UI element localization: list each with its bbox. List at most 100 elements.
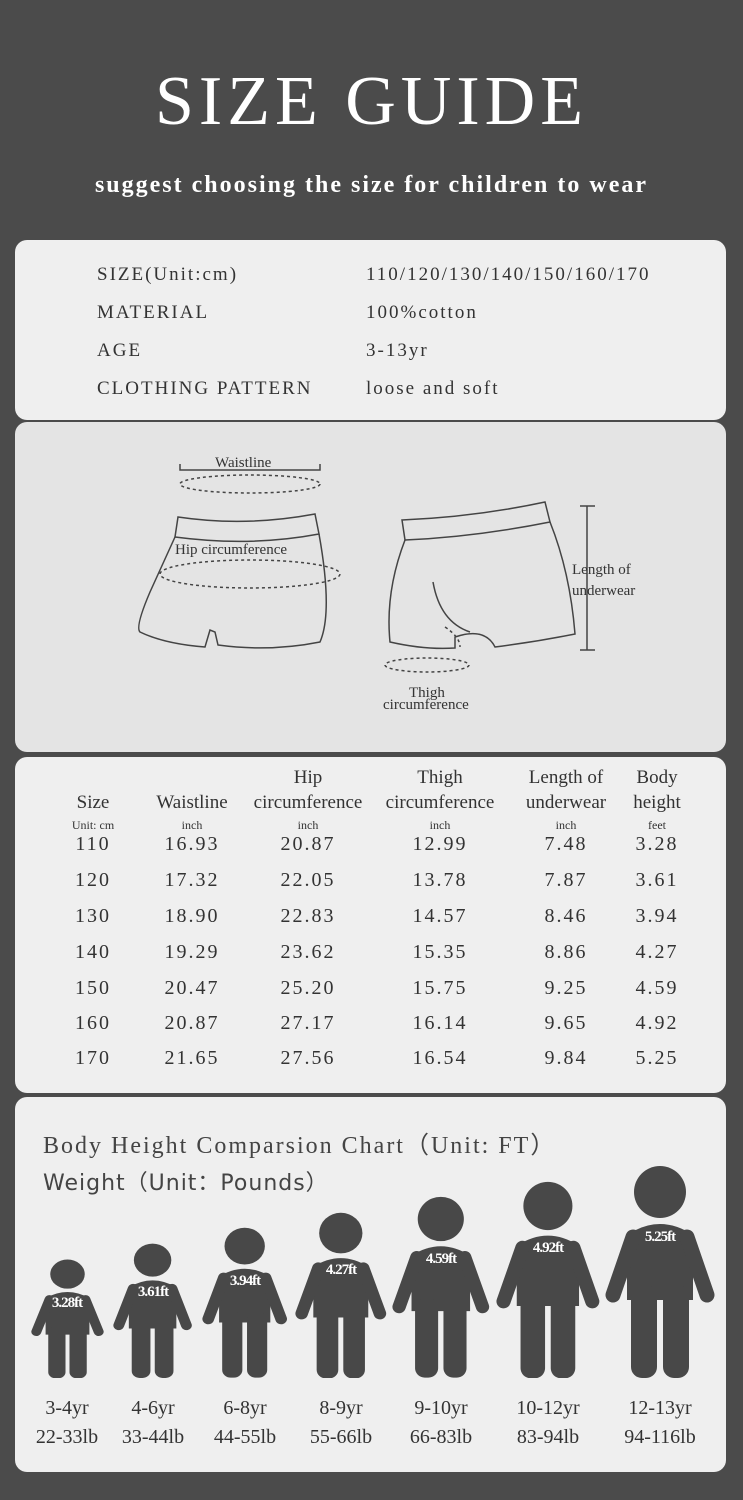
table-cell: 5.25 xyxy=(635,1047,679,1069)
header-line1: Body xyxy=(636,767,678,788)
child-figure: 4.27ft xyxy=(295,1212,387,1378)
spec-value: 110/120/130/140/150/160/170 xyxy=(366,264,651,285)
table-cell: 16.54 xyxy=(412,1047,468,1069)
height-label: 3.94ft xyxy=(229,1272,261,1289)
person-icon xyxy=(30,1259,104,1378)
shorts-diagram: Waistline Hip circumference Length of un… xyxy=(138,455,635,713)
table-cell: 22.05 xyxy=(280,869,336,891)
age-weight-label: 10-12yr 83-94lb xyxy=(516,1394,579,1452)
weight-range: 44-55lb xyxy=(213,1426,277,1448)
spec-label: MATERIAL xyxy=(97,302,210,323)
table-cell: 27.17 xyxy=(280,1012,336,1034)
age-range: 3-4yr xyxy=(45,1397,89,1419)
child-figure: 3.28ft xyxy=(30,1259,104,1378)
weight-range: 22-33lb xyxy=(35,1426,99,1448)
table-cell: 27.56 xyxy=(280,1047,336,1069)
column-header: Waistline xyxy=(156,765,227,815)
header-line2: height xyxy=(633,792,681,813)
child-figure: 4.92ft xyxy=(496,1181,600,1378)
header-line2: circumference xyxy=(253,792,363,813)
header-line2: Size xyxy=(76,792,110,813)
age-range: 9-10yr xyxy=(414,1397,468,1419)
table-cell: 12.99 xyxy=(412,833,468,855)
table-cell: 21.65 xyxy=(164,1047,220,1069)
size-table-panel: Size Unit: cm Waistline inch Hip circumferenc… xyxy=(15,757,726,1093)
table-cell: 15.75 xyxy=(412,977,468,999)
table-cell: 19.29 xyxy=(164,941,220,963)
column-header: Length of underwear xyxy=(526,765,606,815)
table-cell: 120 xyxy=(75,869,111,891)
spec-label: AGE xyxy=(97,340,143,361)
height-label: 5.25ft xyxy=(644,1228,676,1245)
table-cell: 16.93 xyxy=(164,833,220,855)
age-range: 8-9yr xyxy=(319,1397,363,1419)
age-range: 6-8yr xyxy=(223,1397,267,1419)
child-figure: 3.94ft xyxy=(202,1227,288,1378)
column-unit: inch xyxy=(297,818,319,832)
table-cell: 17.32 xyxy=(164,869,220,891)
table-cell: 4.92 xyxy=(635,1012,679,1034)
spec-label: CLOTHING PATTERN xyxy=(97,378,313,399)
table-cell: 9.25 xyxy=(544,977,588,999)
column-unit: Unit: cm xyxy=(71,818,115,832)
age-weight-label: 6-8yr 44-55lb xyxy=(214,1394,276,1452)
person-icon xyxy=(496,1181,600,1378)
thigh-label-line1: Thigh xyxy=(409,685,445,701)
child-figure: 5.25ft xyxy=(605,1165,715,1378)
column-header: Hip circumference xyxy=(254,765,363,815)
height-chart-title: Body Height Comparsion Chart（Unit: FT） xyxy=(43,1133,557,1159)
table-cell: 20.87 xyxy=(164,1012,220,1034)
table-cell: 22.83 xyxy=(280,905,336,927)
table-cell: 25.20 xyxy=(280,977,336,999)
height-chart-panel: Body Height Comparsion Chart（Unit: FT） W… xyxy=(15,1097,726,1472)
weight-range: 33-44lb xyxy=(121,1426,185,1448)
table-cell: 15.35 xyxy=(412,941,468,963)
height-label: 4.27ft xyxy=(325,1261,357,1278)
column-header: Body height xyxy=(633,765,681,815)
shorts-front-drawing xyxy=(138,464,341,649)
spec-label: SIZE(Unit:cm) xyxy=(97,264,239,285)
weight-chart-subtitle: Weight（Unit：Pounds） xyxy=(43,1171,329,1196)
table-cell: 23.62 xyxy=(280,941,336,963)
table-cell: 3.28 xyxy=(635,833,679,855)
table-cell: 170 xyxy=(75,1047,111,1069)
age-weight-label: 3-4yr 22-33lb xyxy=(36,1394,98,1452)
spec-value: 3-13yr xyxy=(366,340,429,361)
table-cell: 14.57 xyxy=(412,905,468,927)
table-cell: 8.46 xyxy=(544,905,588,927)
table-cell: 20.47 xyxy=(164,977,220,999)
measurement-diagram-panel: Waistline Hip circumference Length of un… xyxy=(15,422,726,752)
column-unit: inch xyxy=(429,818,451,832)
table-cell: 9.65 xyxy=(544,1012,588,1034)
table-cell: 160 xyxy=(75,1012,111,1034)
header-line2: underwear xyxy=(525,792,607,813)
column-header: Size xyxy=(77,765,110,815)
table-cell: 110 xyxy=(75,833,111,855)
waistline-label: Waistline xyxy=(215,455,272,471)
age-range: 10-12yr xyxy=(516,1397,580,1419)
header-line1: Thigh xyxy=(417,767,463,788)
table-cell: 140 xyxy=(75,941,111,963)
age-weight-label: 4-6yr 33-44lb xyxy=(122,1394,184,1452)
weight-range: 55-66lb xyxy=(309,1426,373,1448)
header-line1: Hip xyxy=(293,767,323,788)
header-line1 xyxy=(156,765,227,790)
person-icon xyxy=(605,1166,715,1378)
table-cell: 4.59 xyxy=(635,977,679,999)
table-cell: 7.87 xyxy=(544,869,588,891)
weight-range: 83-94lb xyxy=(516,1426,580,1448)
shorts-side-drawing xyxy=(384,501,595,673)
length-label-line2: underwear xyxy=(572,583,635,599)
column-unit: inch xyxy=(181,818,203,832)
table-cell: 130 xyxy=(75,905,111,927)
table-cell: 16.14 xyxy=(412,1012,468,1034)
table-cell: 8.86 xyxy=(544,941,588,963)
age-weight-label: 12-13yr 94-116lb xyxy=(624,1394,695,1452)
person-icon xyxy=(202,1228,288,1378)
person-icon xyxy=(295,1212,387,1378)
weight-range: 94-116lb xyxy=(624,1426,696,1448)
page-subtitle: suggest choosing the size for children t… xyxy=(94,172,649,198)
spec-value: loose and soft xyxy=(366,378,500,399)
age-weight-label: 9-10yr 66-83lb xyxy=(410,1394,472,1452)
age-range: 4-6yr xyxy=(131,1397,175,1419)
